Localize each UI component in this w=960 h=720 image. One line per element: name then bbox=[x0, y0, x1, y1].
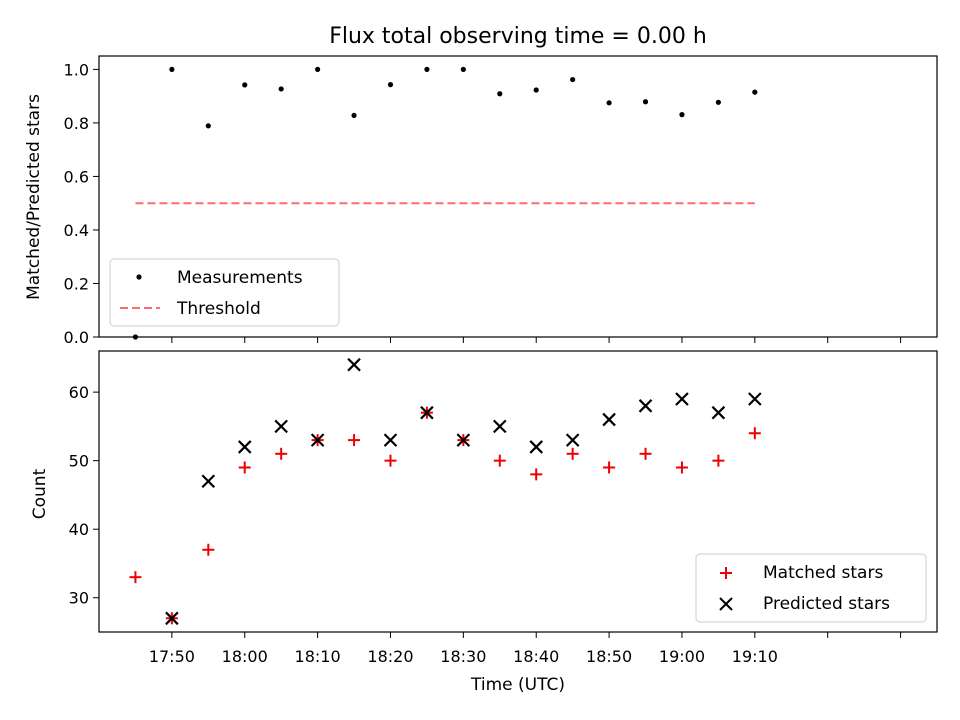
predicted-star-point bbox=[748, 392, 762, 406]
matched-star-point bbox=[275, 447, 288, 460]
legend-measurements-marker bbox=[136, 274, 142, 280]
measurement-point bbox=[715, 99, 721, 105]
predicted-star-point bbox=[383, 433, 398, 447]
matched-star-point bbox=[566, 447, 579, 460]
predicted-star-point bbox=[237, 440, 252, 454]
predicted-star-point bbox=[420, 405, 434, 420]
bottom-x-tick-label: 17:50 bbox=[149, 647, 195, 666]
top-legend: Measurements Threshold bbox=[109, 258, 340, 327]
matched-star-point bbox=[384, 454, 397, 467]
top-y-tick-label: 0.4 bbox=[64, 221, 89, 240]
top-panel: 0.0 0.2 0.4 0.6 0.8 1.0 Matched/Predicted sta… bbox=[24, 55, 938, 347]
matched-star-point bbox=[712, 454, 725, 467]
top-x-ticks bbox=[171, 337, 902, 343]
measurement-point bbox=[278, 86, 284, 92]
measurement-point bbox=[497, 91, 503, 97]
top-plot-frame bbox=[98, 55, 938, 338]
measurement-point bbox=[132, 334, 139, 340]
measurement-point bbox=[242, 82, 248, 88]
bottom-x-tick-label: 19:00 bbox=[659, 647, 705, 666]
bottom-x-tick-label: 18:40 bbox=[513, 647, 559, 666]
top-y-axis-label: Matched/Predicted stars bbox=[24, 94, 44, 300]
predicted-star-point bbox=[347, 357, 361, 372]
measurement-point bbox=[424, 66, 430, 72]
bottom-data-marks bbox=[129, 357, 762, 626]
bottom-y-axis-label: Count bbox=[30, 468, 50, 519]
predicted-star-point bbox=[675, 392, 689, 406]
bottom-y-tick-label: 40 bbox=[69, 520, 89, 539]
measurement-point bbox=[460, 66, 466, 72]
measurement-point bbox=[752, 89, 758, 95]
matched-star-point bbox=[603, 461, 616, 474]
predicted-star-point bbox=[456, 433, 471, 447]
legend-matched-marker bbox=[720, 567, 732, 579]
top-data-marks bbox=[132, 66, 758, 340]
top-y-tick-label: 0.6 bbox=[64, 167, 89, 186]
predicted-star-point bbox=[274, 419, 288, 434]
legend-predicted-label: Predicted stars bbox=[763, 594, 890, 614]
measurement-point bbox=[606, 100, 612, 106]
predicted-star-point bbox=[493, 419, 507, 434]
matched-star-point bbox=[202, 543, 215, 556]
top-legend-box bbox=[109, 258, 340, 327]
matched-star-point bbox=[348, 434, 361, 447]
bottom-legend: Matched stars Predicted stars bbox=[695, 553, 927, 623]
matched-star-point bbox=[639, 447, 652, 460]
top-y-tick-label: 0.0 bbox=[64, 328, 89, 347]
measurement-point bbox=[533, 87, 539, 93]
legend-threshold-label: Threshold bbox=[176, 299, 261, 319]
bottom-x-axis-label: Time (UTC) bbox=[470, 675, 565, 695]
matched-star-point bbox=[238, 461, 251, 474]
matched-star-point bbox=[748, 427, 761, 440]
bottom-x-tick-label: 18:00 bbox=[222, 647, 268, 666]
predicted-star-point bbox=[602, 412, 616, 427]
bottom-y-tick-label: 30 bbox=[69, 589, 89, 608]
measurement-point bbox=[205, 123, 211, 129]
top-y-ticks: 0.0 0.2 0.4 0.6 0.8 1.0 bbox=[64, 60, 99, 347]
measurement-point bbox=[570, 76, 576, 83]
matched-star-point bbox=[530, 468, 543, 481]
predicted-star-point bbox=[165, 611, 179, 626]
top-y-tick-label: 1.0 bbox=[64, 60, 89, 79]
predicted-star-point bbox=[529, 440, 543, 454]
measurement-point bbox=[169, 66, 175, 72]
bottom-x-tick-label: 18:30 bbox=[440, 647, 486, 666]
matched-star-point bbox=[129, 571, 142, 584]
legend-predicted-marker bbox=[719, 597, 733, 611]
predicted-star-point bbox=[201, 474, 216, 488]
legend-matched-label: Matched stars bbox=[763, 563, 883, 583]
legend-measurements-label: Measurements bbox=[177, 268, 303, 288]
bottom-x-tick-label: 18:10 bbox=[295, 647, 341, 666]
predicted-star-point bbox=[711, 405, 726, 420]
predicted-star-point bbox=[565, 433, 580, 447]
bottom-legend-box bbox=[695, 553, 927, 623]
matched-star-point bbox=[493, 454, 506, 467]
predicted-star-point bbox=[638, 399, 653, 413]
bottom-y-tick-label: 60 bbox=[69, 383, 89, 402]
bottom-x-tick-label: 18:50 bbox=[586, 647, 632, 666]
predicted-star-point bbox=[310, 433, 325, 447]
top-y-tick-label: 0.2 bbox=[64, 274, 89, 293]
measurement-point bbox=[387, 82, 394, 88]
bottom-y-tick-label: 50 bbox=[69, 452, 89, 471]
measurement-point bbox=[351, 112, 357, 119]
bottom-x-tick-label: 18:20 bbox=[367, 647, 413, 666]
bottom-x-ticks: 17:50 18:00 18:10 18:20 18:30 18:40 18:50 19:00… bbox=[149, 632, 902, 666]
measurement-point bbox=[315, 66, 321, 72]
top-y-tick-label: 0.8 bbox=[64, 114, 89, 133]
chart-title: Flux total observing time = 0.00 h bbox=[329, 24, 707, 49]
matched-star-point bbox=[675, 461, 688, 474]
bottom-y-ticks: 30 40 50 60 bbox=[69, 383, 99, 608]
measurement-point bbox=[642, 99, 649, 105]
measurement-point bbox=[679, 112, 685, 118]
bottom-x-tick-label: 19:10 bbox=[732, 647, 778, 666]
bottom-plot-frame bbox=[98, 350, 938, 633]
